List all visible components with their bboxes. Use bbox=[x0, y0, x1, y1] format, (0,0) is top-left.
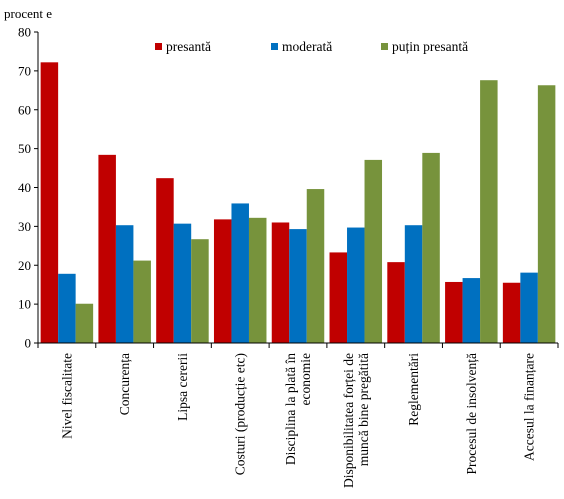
legend: presantă moderată puțin presantă bbox=[155, 39, 468, 54]
y-tick-label: 70 bbox=[18, 63, 31, 78]
x-tick-label: Costuri (producție etc) bbox=[233, 353, 248, 475]
x-tick-label: Concurența bbox=[117, 353, 132, 415]
x-tick-label: Lipsa cererii bbox=[175, 353, 190, 421]
bar bbox=[387, 262, 405, 343]
bar bbox=[173, 223, 192, 343]
x-tick-label: Procesul de insolvență bbox=[464, 353, 479, 474]
bar bbox=[289, 229, 307, 343]
bars bbox=[40, 62, 556, 343]
legend-swatch bbox=[155, 43, 162, 50]
bar bbox=[133, 260, 151, 343]
bar bbox=[306, 189, 325, 343]
x-tick-label: Accesul la finanțare bbox=[522, 353, 537, 461]
bar bbox=[231, 203, 249, 343]
y-tick-label: 40 bbox=[18, 180, 31, 195]
bar bbox=[213, 219, 232, 343]
bar bbox=[364, 159, 383, 343]
x-tick-label: Disciplina la plată îneconomie bbox=[283, 353, 313, 465]
bar bbox=[98, 154, 116, 343]
bar bbox=[248, 217, 267, 343]
y-tick-label: 50 bbox=[18, 141, 31, 156]
x-tick-labels: Nivel fiscalitate Concurența Lipsa cererii… bbox=[59, 353, 536, 488]
bar bbox=[462, 278, 481, 343]
y-axis-label: procent e bbox=[4, 6, 52, 21]
x-tick-label: Disponibilitatea forței demuncă bine pre… bbox=[341, 353, 371, 488]
legend-label: presantă bbox=[166, 39, 211, 54]
y-tick-label: 20 bbox=[18, 258, 31, 273]
legend-swatch bbox=[381, 43, 388, 50]
x-tick-label: Reglementări bbox=[406, 353, 421, 426]
bar bbox=[115, 225, 134, 343]
x-tick-label: Nivel fiscalitate bbox=[59, 353, 74, 439]
y-tick-label: 60 bbox=[18, 102, 31, 117]
y-ticks: 0 10 20 30 40 50 60 70 80 bbox=[18, 25, 38, 351]
legend-label: moderată bbox=[282, 39, 332, 54]
bar bbox=[329, 252, 348, 343]
y-tick-label: 30 bbox=[18, 219, 31, 234]
y-tick-label: 0 bbox=[25, 336, 32, 351]
bar bbox=[75, 303, 94, 343]
y-tick-label: 10 bbox=[18, 297, 31, 312]
bar bbox=[537, 85, 556, 343]
bar bbox=[58, 273, 76, 343]
legend-swatch bbox=[271, 43, 278, 50]
bar bbox=[404, 225, 423, 343]
bar bbox=[445, 281, 463, 343]
bar bbox=[271, 222, 290, 343]
axes bbox=[37, 32, 559, 348]
bar bbox=[40, 62, 59, 343]
legend-label: puțin presantă bbox=[392, 39, 468, 54]
bar bbox=[480, 80, 498, 343]
bar bbox=[191, 239, 209, 343]
bar bbox=[502, 282, 521, 343]
bar bbox=[156, 178, 174, 343]
bar bbox=[422, 152, 440, 343]
bar bbox=[520, 272, 538, 343]
y-tick-label: 80 bbox=[18, 25, 31, 40]
bar bbox=[347, 227, 365, 343]
